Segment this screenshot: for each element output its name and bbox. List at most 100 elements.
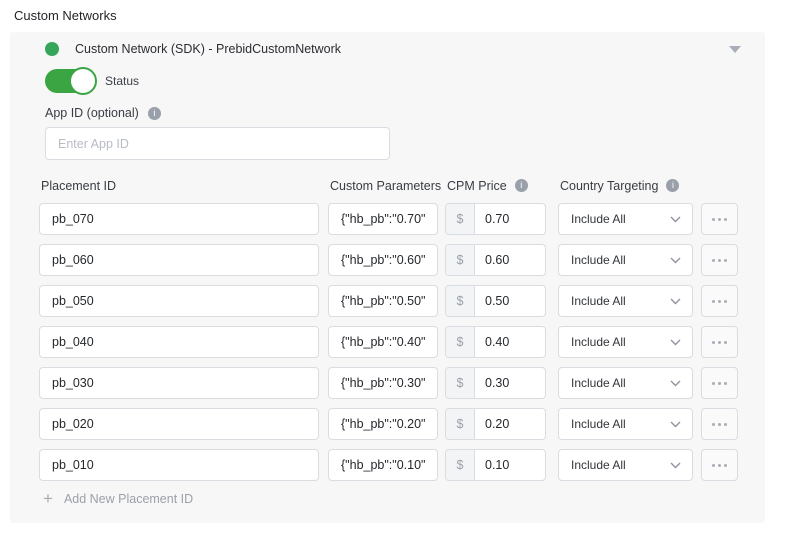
country-targeting-value: Include All [571, 417, 626, 431]
placement-id-input[interactable] [39, 449, 319, 481]
cpm-price-input[interactable] [475, 450, 545, 480]
column-header-placement-id: Placement ID [41, 178, 117, 193]
app-id-label-row: App ID (optional) i [45, 105, 747, 121]
cpm-price-input[interactable] [475, 204, 545, 234]
placement-row: $ Include All [39, 449, 747, 481]
cpm-price-field: $ [445, 449, 546, 481]
currency-symbol: $ [446, 286, 475, 316]
status-label: Status [105, 74, 140, 88]
placement-id-input[interactable] [39, 326, 319, 358]
cpm-price-field: $ [445, 367, 546, 399]
ellipsis-icon [712, 381, 727, 385]
country-targeting-value: Include All [571, 458, 626, 472]
cpm-price-field: $ [445, 326, 546, 358]
cpm-price-input[interactable] [475, 245, 545, 275]
chevron-down-icon [670, 421, 681, 427]
placement-id-input[interactable] [39, 203, 319, 235]
custom-network-card: Custom Network (SDK) - PrebidCustomNetwo… [10, 32, 765, 523]
add-placement-button[interactable]: + Add New Placement ID [43, 490, 747, 508]
custom-parameters-input[interactable] [328, 408, 438, 440]
row-actions-button[interactable] [701, 244, 738, 276]
row-actions-button[interactable] [701, 408, 738, 440]
info-icon[interactable]: i [514, 179, 528, 192]
placement-id-input[interactable] [39, 244, 319, 276]
currency-symbol: $ [446, 245, 475, 275]
toggle-knob [69, 67, 97, 95]
country-targeting-select[interactable]: Include All [558, 367, 693, 399]
cpm-price-field: $ [445, 285, 546, 317]
column-header-custom-parameters: Custom Parameters [330, 178, 442, 193]
currency-symbol: $ [446, 368, 475, 398]
country-targeting-value: Include All [571, 212, 626, 226]
cpm-price-input[interactable] [475, 409, 545, 439]
placement-id-input[interactable] [39, 367, 319, 399]
chevron-down-icon [670, 298, 681, 304]
currency-symbol: $ [446, 450, 475, 480]
cpm-price-input[interactable] [475, 327, 545, 357]
placement-row: $ Include All [39, 367, 747, 399]
page-title: Custom Networks [14, 8, 117, 23]
placement-row: $ Include All [39, 203, 747, 235]
placement-id-input[interactable] [39, 285, 319, 317]
country-targeting-select[interactable]: Include All [558, 408, 693, 440]
row-actions-button[interactable] [701, 326, 738, 358]
placements-table: Placement ID Custom Parameters CPM Price… [39, 178, 747, 481]
country-targeting-select[interactable]: Include All [558, 326, 693, 358]
row-actions-button[interactable] [701, 285, 738, 317]
chevron-down-icon [670, 462, 681, 468]
country-targeting-value: Include All [571, 294, 626, 308]
country-targeting-select[interactable]: Include All [558, 203, 693, 235]
country-targeting-select[interactable]: Include All [558, 449, 693, 481]
status-dot [45, 42, 59, 56]
chevron-down-icon [670, 257, 681, 263]
custom-parameters-input[interactable] [328, 449, 438, 481]
app-id-input[interactable] [45, 127, 390, 160]
app-id-label: App ID (optional) [45, 106, 139, 120]
currency-symbol: $ [446, 409, 475, 439]
add-placement-label: Add New Placement ID [63, 492, 194, 506]
column-header-country-targeting: Country Targeting i [558, 179, 701, 193]
currency-symbol: $ [446, 327, 475, 357]
network-header[interactable]: Custom Network (SDK) - PrebidCustomNetwo… [45, 39, 747, 59]
row-actions-button[interactable] [701, 449, 738, 481]
placement-row: $ Include All [39, 326, 747, 358]
row-actions-button[interactable] [701, 367, 738, 399]
ellipsis-icon [712, 258, 727, 262]
ellipsis-icon [712, 299, 727, 303]
chevron-down-icon [670, 339, 681, 345]
cpm-price-field: $ [445, 244, 546, 276]
custom-parameters-input[interactable] [328, 203, 438, 235]
custom-parameters-input[interactable] [328, 367, 438, 399]
country-targeting-value: Include All [571, 253, 626, 267]
custom-parameters-input[interactable] [328, 244, 438, 276]
info-icon[interactable]: i [147, 106, 161, 120]
row-actions-button[interactable] [701, 203, 738, 235]
custom-parameters-input[interactable] [328, 285, 438, 317]
placement-row: $ Include All [39, 285, 747, 317]
table-header-row: Placement ID Custom Parameters CPM Price… [39, 178, 747, 193]
placement-row: $ Include All [39, 244, 747, 276]
custom-parameters-input[interactable] [328, 326, 438, 358]
country-targeting-select[interactable]: Include All [558, 285, 693, 317]
ellipsis-icon [712, 217, 727, 221]
currency-symbol: $ [446, 204, 475, 234]
placement-id-input[interactable] [39, 408, 319, 440]
country-targeting-value: Include All [571, 376, 626, 390]
column-header-cpm-price: CPM Price i [445, 179, 558, 193]
cpm-price-input[interactable] [475, 368, 545, 398]
collapse-caret-icon[interactable] [729, 45, 741, 53]
cpm-price-field: $ [445, 408, 546, 440]
status-toggle[interactable] [45, 67, 97, 95]
status-toggle-row: Status [45, 67, 747, 95]
network-name: Custom Network (SDK) - PrebidCustomNetwo… [75, 42, 342, 56]
info-icon[interactable]: i [666, 179, 680, 192]
plus-icon: + [43, 489, 53, 508]
chevron-down-icon [670, 380, 681, 386]
ellipsis-icon [712, 463, 727, 467]
country-targeting-select[interactable]: Include All [558, 244, 693, 276]
chevron-down-icon [670, 216, 681, 222]
placement-row: $ Include All [39, 408, 747, 440]
cpm-price-field: $ [445, 203, 546, 235]
ellipsis-icon [712, 340, 727, 344]
cpm-price-input[interactable] [475, 286, 545, 316]
